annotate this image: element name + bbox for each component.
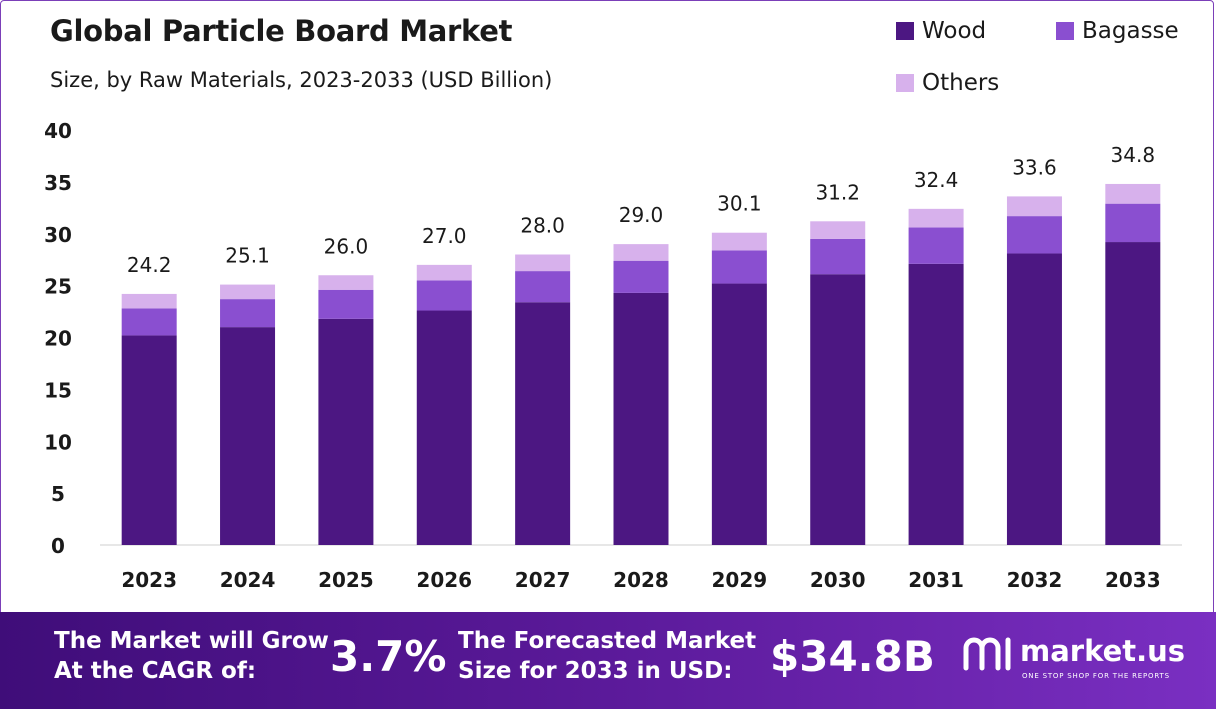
y-tick-label: 40 — [44, 119, 72, 143]
bar-segment-bagasse — [908, 227, 964, 264]
bar-segment-others — [613, 244, 669, 261]
x-tick-label: 2033 — [1105, 568, 1161, 592]
cagr-label: The Market will Grow At the CAGR of: — [54, 626, 329, 686]
y-tick-label: 5 — [51, 482, 65, 506]
bar-segment-others — [515, 254, 571, 272]
legend-swatch-bagasse — [1056, 22, 1074, 40]
bar-segment-others — [220, 284, 276, 300]
data-label-total: 32.4 — [914, 168, 959, 192]
legend-item-others: Others — [896, 70, 999, 96]
bar-segment-bagasse — [515, 271, 571, 303]
bar-segment-wood — [613, 292, 669, 545]
legend-item-bagasse: Bagasse — [1056, 18, 1179, 44]
data-label-total: 27.0 — [422, 224, 467, 248]
y-tick-label: 25 — [44, 275, 72, 299]
x-tick-label: 2028 — [613, 568, 669, 592]
legend-label-others: Others — [922, 70, 1000, 96]
data-label-total: 26.0 — [324, 234, 369, 258]
bar-segment-wood — [515, 302, 571, 545]
bar-segment-others — [908, 208, 964, 228]
bar-segment-bagasse — [613, 260, 669, 293]
bar-segment-wood — [810, 274, 866, 545]
bar-segment-wood — [711, 283, 767, 545]
cagr-label-line1: The Market will Grow — [54, 628, 329, 654]
bar-segment-wood — [416, 310, 472, 545]
bar-segment-others — [318, 275, 374, 290]
x-tick-label: 2032 — [1007, 568, 1063, 592]
forecast-label: The Forecasted Market Size for 2033 in U… — [458, 626, 756, 686]
footer-banner: The Market will Grow At the CAGR of: 3.7… — [0, 612, 1216, 709]
market-us-logo-icon — [963, 637, 1011, 671]
y-tick-label: 10 — [44, 430, 72, 454]
x-tick-label: 2027 — [515, 568, 571, 592]
bar-segment-wood — [908, 263, 964, 545]
data-label-total: 33.6 — [1012, 155, 1057, 179]
bar-segment-others — [416, 264, 472, 281]
bar-segment-bagasse — [1105, 203, 1161, 243]
forecast-value: $34.8B — [770, 632, 935, 681]
x-tick-label: 2026 — [416, 568, 472, 592]
legend-swatch-wood — [896, 22, 914, 40]
bar-segment-bagasse — [711, 250, 767, 284]
bar-segment-others — [810, 221, 866, 239]
data-label-total: 28.0 — [520, 214, 565, 238]
chart-title: Global Particle Board Market — [50, 14, 513, 48]
y-tick-label: 15 — [44, 378, 72, 402]
legend-label-wood: Wood — [922, 18, 987, 44]
bar-segment-bagasse — [318, 289, 374, 319]
brand-tagline: ONE STOP SHOP FOR THE REPORTS — [1022, 672, 1170, 680]
brand-logo[interactable]: market.us ONE STOP SHOP FOR THE REPORTS — [962, 634, 1185, 680]
x-tick-label: 2029 — [712, 568, 768, 592]
x-tick-label: 2024 — [220, 568, 276, 592]
bar-segment-bagasse — [416, 280, 472, 311]
bar-segment-others — [711, 232, 767, 251]
bar-segment-bagasse — [121, 308, 177, 336]
data-label-total: 34.8 — [1111, 143, 1156, 167]
data-label-total: 30.1 — [717, 192, 762, 216]
x-tick-label: 2025 — [318, 568, 374, 592]
data-label-total: 25.1 — [225, 244, 270, 268]
legend-item-wood: Wood — [896, 18, 986, 44]
data-label-total: 29.0 — [619, 203, 664, 227]
cagr-value: 3.7% — [330, 632, 447, 681]
bar-segment-bagasse — [810, 238, 866, 275]
y-tick-label: 30 — [44, 223, 72, 247]
x-tick-label: 2023 — [121, 568, 177, 592]
chart-subtitle: Size, by Raw Materials, 2023-2033 (USD B… — [50, 68, 553, 92]
legend-label-bagasse: Bagasse — [1082, 18, 1179, 44]
x-tick-label: 2031 — [908, 568, 964, 592]
data-label-total: 24.2 — [127, 253, 172, 277]
bar-segment-others — [121, 293, 177, 309]
x-tick-label: 2030 — [810, 568, 866, 592]
stacked-bar-chart: 051015202530354024.2202325.1202426.02025… — [44, 119, 1182, 592]
y-tick-label: 35 — [44, 171, 72, 195]
y-tick-label: 20 — [44, 327, 72, 351]
y-tick-label: 0 — [51, 534, 65, 558]
bar-segment-wood — [1006, 253, 1062, 545]
bar-segment-wood — [220, 327, 276, 545]
bar-segment-wood — [1105, 242, 1161, 546]
cagr-label-line2: At the CAGR of: — [54, 658, 257, 684]
forecast-label-line2: Size for 2033 in USD: — [458, 658, 733, 684]
forecast-label-line1: The Forecasted Market — [458, 628, 757, 654]
bar-segment-others — [1006, 196, 1062, 217]
bar-segment-others — [1105, 183, 1161, 204]
bar-segment-bagasse — [1006, 216, 1062, 254]
data-label-total: 31.2 — [815, 180, 860, 204]
bar-segment-wood — [318, 318, 374, 545]
brand-name: market.us — [1020, 634, 1186, 668]
bar-segment-bagasse — [220, 299, 276, 328]
bar-segment-wood — [121, 335, 177, 545]
legend-swatch-others — [896, 74, 914, 92]
